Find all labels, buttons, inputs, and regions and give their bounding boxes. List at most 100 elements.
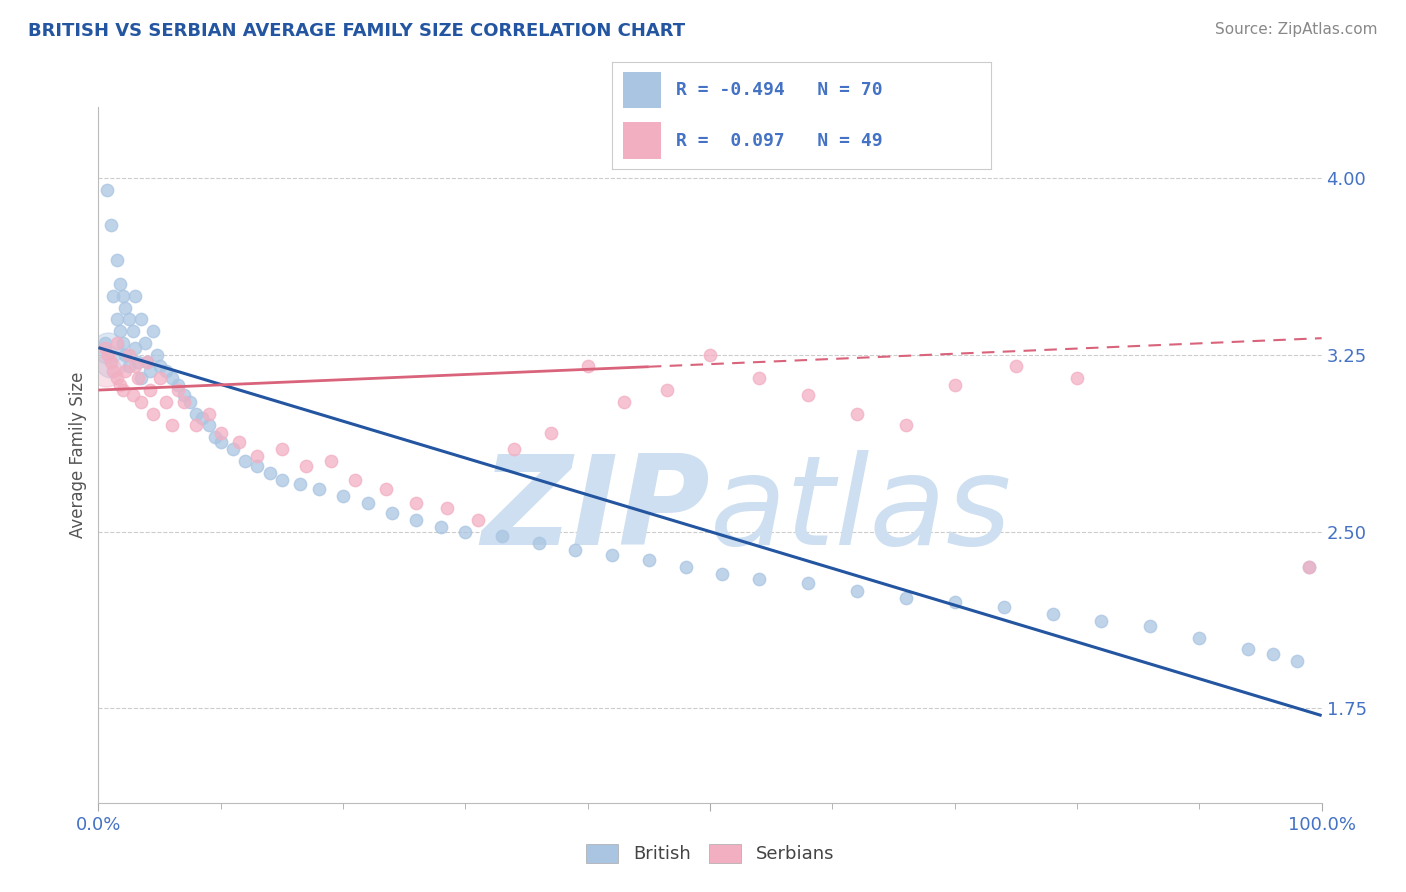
Point [149, 359, 172, 374]
Point [527, 536, 550, 550]
Point [105, 253, 128, 268]
Point [564, 543, 586, 558]
Point [600, 548, 623, 562]
Point [332, 489, 354, 503]
Point [105, 371, 128, 385]
Point [436, 500, 458, 515]
Point [894, 418, 917, 433]
Point [179, 395, 201, 409]
Point [191, 411, 214, 425]
Point [270, 473, 294, 487]
Point [209, 425, 232, 440]
Point [110, 324, 132, 338]
Point [748, 371, 770, 385]
Point [114, 301, 136, 315]
Point [1042, 607, 1064, 621]
Point [699, 348, 721, 362]
Point [344, 473, 367, 487]
Point [136, 355, 159, 369]
Point [1286, 654, 1309, 668]
Point [129, 312, 152, 326]
Text: R =  0.097   N = 49: R = 0.097 N = 49 [676, 132, 883, 150]
Point [430, 520, 453, 534]
Point [155, 364, 177, 378]
Point [454, 524, 477, 539]
Text: atlas: atlas [710, 450, 1012, 571]
Point [613, 395, 636, 409]
Point [124, 359, 146, 374]
Point [160, 371, 183, 385]
Point [121, 388, 143, 402]
Point [943, 595, 966, 609]
Point [797, 388, 820, 402]
Point [105, 312, 128, 326]
Text: ZIP: ZIP [481, 450, 710, 571]
Point [100, 355, 122, 369]
Point [797, 576, 820, 591]
Point [139, 364, 162, 378]
Point [101, 364, 124, 378]
Point [124, 289, 146, 303]
Point [1188, 631, 1211, 645]
Point [173, 395, 195, 409]
Point [111, 289, 134, 303]
Point [146, 348, 169, 362]
Point [233, 454, 256, 468]
Point [149, 371, 172, 385]
Point [1066, 371, 1088, 385]
Text: Source: ZipAtlas.com: Source: ZipAtlas.com [1215, 22, 1378, 37]
Point [173, 388, 195, 402]
Point [246, 449, 269, 463]
Point [246, 458, 269, 473]
Point [118, 312, 141, 326]
Point [1004, 359, 1026, 374]
Point [114, 348, 136, 362]
Text: BRITISH VS SERBIAN AVERAGE FAMILY SIZE CORRELATION CHART: BRITISH VS SERBIAN AVERAGE FAMILY SIZE C… [28, 22, 685, 40]
Point [124, 341, 146, 355]
Point [491, 529, 513, 543]
Point [405, 496, 427, 510]
Point [1298, 560, 1320, 574]
Y-axis label: Average Family Size: Average Family Size [69, 372, 87, 538]
Point [197, 407, 219, 421]
Point [748, 572, 770, 586]
Point [845, 407, 868, 421]
Point [101, 289, 124, 303]
Point [467, 513, 489, 527]
Point [100, 355, 122, 369]
Point [405, 513, 427, 527]
Point [127, 371, 149, 385]
Point [127, 355, 149, 369]
Point [93, 335, 115, 350]
Point [295, 458, 318, 473]
Point [94, 364, 117, 378]
Point [637, 553, 661, 567]
Point [114, 364, 136, 378]
Point [142, 407, 165, 421]
Point [319, 454, 342, 468]
Point [111, 335, 134, 350]
Point [97, 348, 120, 362]
Point [121, 324, 143, 338]
Point [93, 341, 115, 355]
Point [576, 359, 599, 374]
Point [657, 383, 679, 397]
Point [993, 600, 1015, 615]
Point [155, 395, 177, 409]
Point [943, 378, 966, 392]
Point [129, 395, 152, 409]
Point [167, 383, 190, 397]
Point [96, 183, 118, 197]
Point [259, 466, 281, 480]
Point [374, 482, 396, 496]
Point [186, 418, 208, 433]
Point [111, 383, 134, 397]
Point [139, 383, 162, 397]
Point [1261, 647, 1284, 661]
Point [540, 425, 562, 440]
Point [894, 591, 917, 605]
Point [167, 378, 190, 392]
Point [136, 355, 159, 369]
Point [100, 218, 122, 232]
Point [1237, 642, 1260, 657]
